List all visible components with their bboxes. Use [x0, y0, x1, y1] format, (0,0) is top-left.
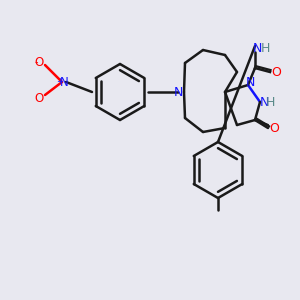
Text: N: N [245, 76, 255, 89]
Text: O: O [269, 122, 279, 134]
Text: +: + [57, 77, 63, 86]
Text: H: H [265, 95, 275, 109]
Text: N: N [252, 41, 262, 55]
Text: N: N [173, 85, 183, 98]
Text: N: N [60, 76, 68, 88]
Text: H: H [260, 41, 270, 55]
Text: O: O [34, 92, 43, 104]
Text: N: N [259, 95, 269, 109]
Text: -: - [34, 57, 38, 67]
Text: O: O [34, 56, 43, 68]
Text: O: O [271, 65, 281, 79]
